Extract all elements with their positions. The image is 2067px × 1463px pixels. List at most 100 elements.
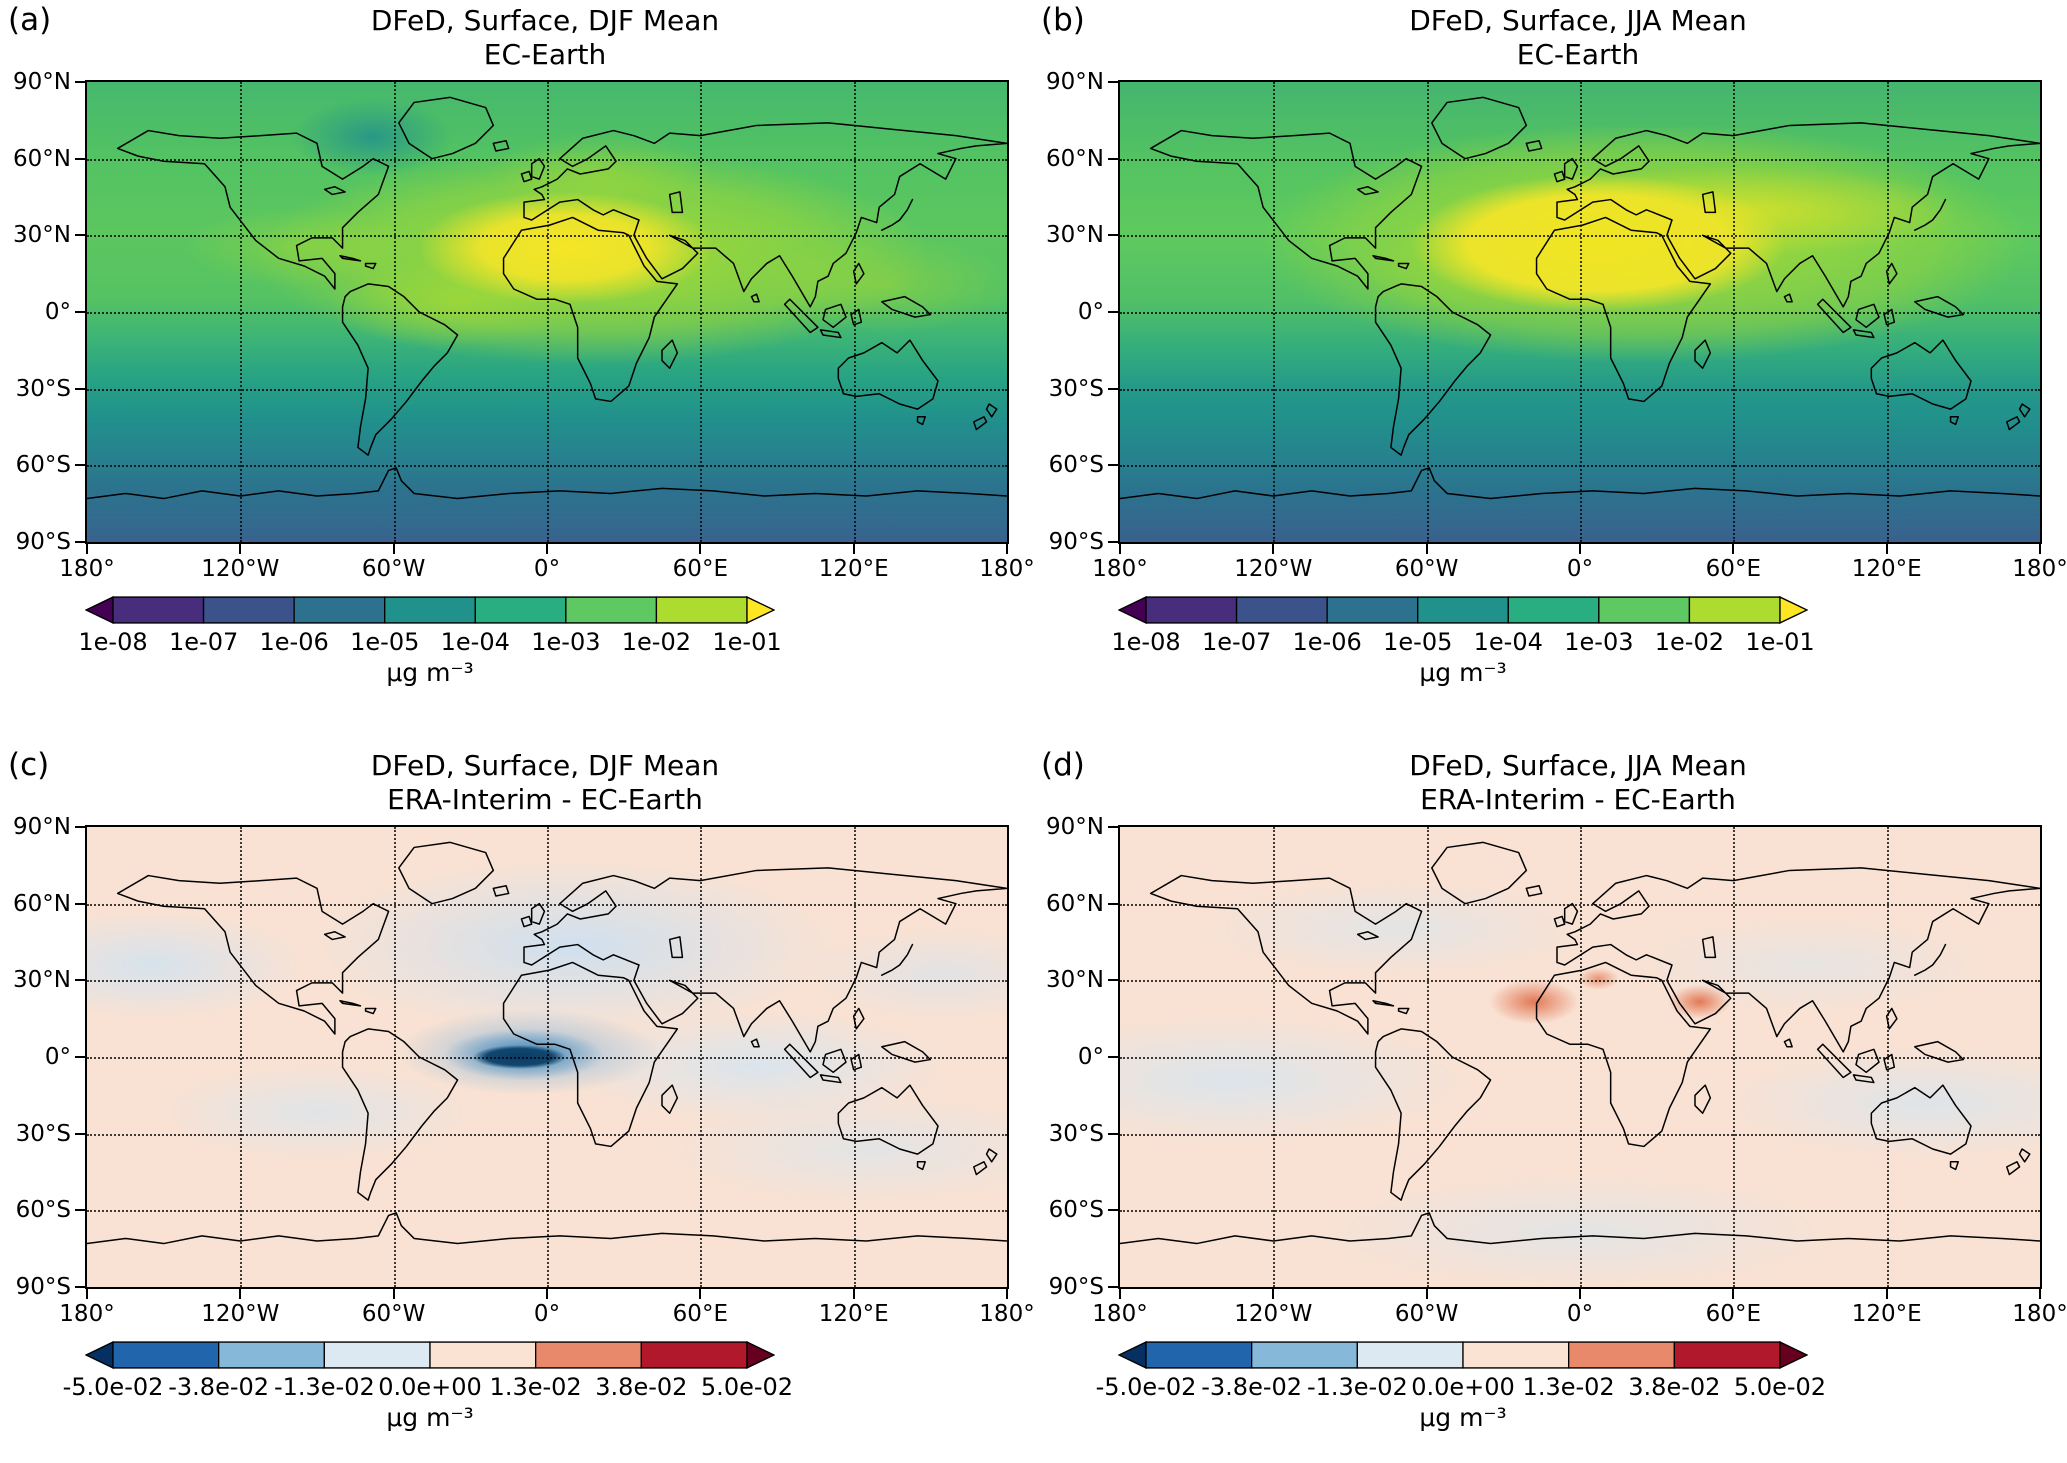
lat-tick-label: 60°N: [1046, 890, 1104, 917]
gridline-h: [87, 1133, 1007, 1136]
gridline-h: [1120, 980, 2040, 983]
colorbar-tick-label: 1e-04: [1473, 628, 1543, 656]
lon-tick-label: 120°E: [1851, 1301, 1922, 1327]
colorbar-tick-label: 1e-02: [1654, 628, 1724, 656]
lat-tick-label: 30°N: [13, 967, 71, 994]
lat-tick-label: 0°: [44, 1044, 71, 1070]
map-axes: 90°N 60°N 30°N 0° 30°S 60°S 90°S 180° 12…: [1046, 814, 2067, 1327]
lon-tick-label: 180°: [979, 1301, 1035, 1327]
colorbar-ticks: 1e-08 1e-07 1e-06 1e-05 1e-04 1e-03 1e-0…: [78, 624, 781, 656]
panel-d: (d) DFeD, Surface, JJA Mean ERA-Interim …: [1033, 745, 2067, 1463]
colorbar-tick-label: 0.0e+00: [378, 1373, 482, 1401]
panel-title-line2: EC-Earth: [1516, 38, 1640, 72]
gridline-h: [1120, 903, 2040, 906]
lon-tick-label: 180°: [2012, 1301, 2067, 1327]
gridline-h: [1120, 388, 2040, 391]
lon-tick-label: 60°W: [1394, 556, 1459, 582]
gridline-h: [87, 903, 1007, 906]
colorbar-unit-label: μg m⁻³: [1419, 658, 1507, 687]
lat-tick-label: 30°N: [13, 222, 71, 249]
lat-tick-label: 90°N: [1046, 814, 1104, 840]
lon-tick-label: 60°E: [1705, 1301, 1761, 1327]
lon-tick-label: 180°: [1092, 556, 1148, 582]
panel-letter: (b): [1041, 2, 1085, 38]
gridline-h: [1120, 158, 2040, 161]
colorbar-tick-label: 1.3e-02: [489, 1373, 582, 1401]
lon-tick-label: 60°E: [672, 1301, 728, 1327]
panel-title-line2: EC-Earth: [483, 38, 607, 72]
colorbar-ticks: -5.0e-02 -3.8e-02 -1.3e-02 0.0e+00 1.3e-…: [1096, 1369, 1826, 1401]
lat-tick-label: 30°S: [1048, 375, 1104, 402]
gridline-h: [1120, 312, 2040, 314]
colorbar-tick-label: -5.0e-02: [1095, 1373, 1197, 1401]
lon-tick-label: 120°W: [1234, 556, 1313, 582]
panel-title: DFeD, Surface, JJA Mean ERA-Interim - EC…: [1118, 749, 2038, 817]
lat-tick-label: 0°: [1077, 1044, 1104, 1070]
colorbar-tick-label: 1e-07: [1201, 628, 1272, 656]
colorbar-bar: [85, 1341, 775, 1369]
colorbar-unit-label: μg m⁻³: [386, 1403, 474, 1432]
colorbar-tick-label: 3.8e-02: [595, 1373, 688, 1401]
panel-title: DFeD, Surface, DJF Mean ERA-Interim - EC…: [85, 749, 1005, 817]
lon-tick-label: 0°: [1566, 556, 1594, 582]
gridline-h: [87, 388, 1007, 391]
lat-tick-label: 30°S: [15, 1120, 71, 1147]
lat-tick-label: 30°N: [1046, 967, 1104, 994]
gridline-h: [87, 158, 1007, 161]
lon-tick-label: 120°W: [201, 556, 280, 582]
coastline-overlay: [1120, 95, 2040, 501]
colorbar-tick-label: 1e-04: [440, 628, 510, 656]
colorbar-tick-label: 1e-01: [1745, 628, 1815, 656]
lon-tick-label: 180°: [979, 556, 1035, 582]
lat-tick-label: 60°S: [15, 1197, 71, 1224]
panel-c: (c) DFeD, Surface, DJF Mean ERA-Interim …: [0, 745, 1035, 1463]
colorbar-tick-label: 1.3e-02: [1522, 1373, 1615, 1401]
colorbar-tick-label: -3.8e-02: [168, 1373, 270, 1401]
lat-tick-label: 30°S: [15, 375, 71, 402]
lon-tick-label: 120°E: [1851, 556, 1922, 582]
coastline-overlay: [1120, 840, 2040, 1246]
lon-tick-label: 0°: [533, 1301, 561, 1327]
colorbar-tick-label: 1e-08: [78, 628, 148, 656]
colorbar-tick-label: 5.0e-02: [700, 1373, 794, 1401]
panel-title-line1: DFeD, Surface, JJA Mean: [1409, 4, 1747, 37]
lon-tick-label: 60°E: [672, 556, 728, 582]
lat-tick-label: 90°S: [15, 1274, 71, 1300]
lon-tick-label: 60°E: [1705, 556, 1761, 582]
colorbar-ticks: 1e-08 1e-07 1e-06 1e-05 1e-04 1e-03 1e-0…: [1111, 624, 1814, 656]
colorbar-tick-label: 3.8e-02: [1628, 1373, 1721, 1401]
lon-tick-label: 180°: [2012, 556, 2067, 582]
gridline-h: [87, 465, 1007, 468]
panel-title: DFeD, Surface, DJF Mean EC-Earth: [85, 4, 1005, 72]
panel-title-line2: ERA-Interim - EC-Earth: [387, 783, 703, 817]
colorbar-unit-label: μg m⁻³: [386, 658, 474, 687]
lon-tick-label: 120°W: [201, 1301, 280, 1327]
colorbar-tick-label: 1e-03: [1564, 628, 1634, 656]
lon-tick-label: 180°: [59, 1301, 115, 1327]
lat-tick-label: 60°S: [1048, 1197, 1104, 1224]
colorbar-unit-label: μg m⁻³: [1419, 1403, 1507, 1432]
lon-tick-label: 180°: [1092, 1301, 1148, 1327]
lat-tick-label: 30°S: [1048, 1120, 1104, 1147]
gridline-h: [87, 312, 1007, 314]
colorbar-log: 1e-08 1e-07 1e-06 1e-05 1e-04 1e-03 1e-0…: [1111, 596, 1815, 687]
colorbar-tick-label: 1e-01: [712, 628, 782, 656]
panel-title-line1: DFeD, Surface, DJF Mean: [370, 4, 720, 37]
panel-letter: (d): [1041, 747, 1085, 783]
colorbar-tick-label: -5.0e-02: [62, 1373, 164, 1401]
colorbar-tick-label: 5.0e-02: [1733, 1373, 1827, 1401]
lat-tick-label: 60°N: [13, 890, 71, 917]
panel-title: DFeD, Surface, JJA Mean EC-Earth: [1118, 4, 2038, 72]
gridline-h: [1120, 1133, 2040, 1136]
contour-map: [87, 82, 1007, 542]
colorbar-tick-label: 0.0e+00: [1411, 1373, 1515, 1401]
gridline-h: [1120, 1057, 2040, 1059]
colorbar-tick-label: 1e-06: [259, 628, 329, 656]
lat-tick-label: 90°N: [1046, 69, 1104, 95]
lat-tick-label: 90°S: [1048, 1274, 1104, 1300]
map-axes: 90°N 60°N 30°N 0° 30°S 60°S 90°S 180° 12…: [13, 814, 1035, 1327]
panel-title-line1: DFeD, Surface, JJA Mean: [1409, 749, 1747, 782]
gridline-h: [87, 235, 1007, 238]
colorbar-tick-label: 1e-07: [168, 628, 239, 656]
